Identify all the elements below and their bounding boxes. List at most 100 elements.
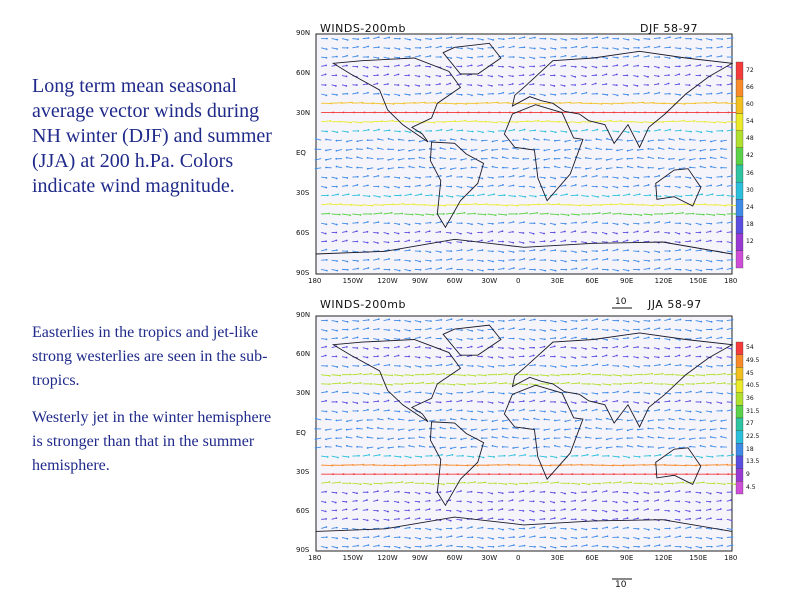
wind-vector-head — [512, 356, 514, 359]
wind-vector-head — [401, 383, 404, 386]
wind-vector-head — [388, 329, 391, 332]
wind-vector — [477, 481, 486, 484]
wind-vector-head — [678, 232, 681, 235]
map-canvas-jja — [314, 307, 744, 580]
wind-vector — [497, 46, 504, 49]
wind-vector-head — [709, 64, 712, 67]
wind-vector — [513, 157, 519, 160]
wind-vector-head — [709, 156, 712, 159]
wind-vector — [643, 328, 650, 330]
wind-vector-head — [668, 92, 671, 95]
wind-vector — [518, 195, 526, 198]
wind-vector-head — [699, 139, 702, 142]
wind-vector — [643, 204, 654, 207]
wind-vector-head — [516, 121, 519, 123]
wind-vector — [533, 158, 540, 161]
wind-vector-head — [408, 401, 411, 403]
wind-vector-head — [596, 46, 599, 49]
wind-vector-head — [391, 119, 394, 122]
longitude-label: 60W — [446, 277, 463, 285]
wind-map-jja: WINDS-200mb JJA 58-97 10 10 90N 60N 30N EQ 3… — [290, 296, 792, 592]
wind-vector-head — [480, 501, 483, 504]
wind-vector-head — [630, 481, 633, 484]
wind-vector-head — [449, 158, 452, 160]
wind-vector — [695, 130, 702, 133]
wind-vector — [606, 418, 613, 421]
wind-vector-head — [346, 222, 349, 225]
wind-vector-head — [575, 129, 578, 132]
wind-vector-head — [574, 147, 577, 150]
wind-vector — [601, 535, 608, 538]
wind-vector-head — [440, 45, 442, 48]
wind-vector-head — [460, 241, 463, 244]
wind-vector-head — [720, 221, 723, 224]
wind-vector-head — [420, 193, 423, 196]
wind-vector-head — [474, 481, 476, 483]
longitude-label: 180 — [308, 554, 322, 562]
wind-vector-head — [554, 131, 557, 134]
wind-vector-head — [585, 536, 588, 538]
wind-vector-head — [502, 45, 505, 48]
wind-vector-head — [533, 57, 536, 60]
wind-vector-head — [484, 213, 487, 216]
wind-vector-head — [620, 202, 623, 205]
wind-vector — [705, 130, 712, 133]
wind-vector-head — [615, 501, 618, 504]
wind-vector-head — [326, 456, 329, 458]
wind-vector-head — [650, 213, 653, 216]
wind-vector — [492, 436, 499, 439]
wind-vector-head — [408, 139, 411, 142]
wind-vector-head — [512, 491, 515, 494]
coastline-north-america — [331, 57, 462, 143]
wind-vector-head — [523, 267, 526, 270]
map-frame — [315, 315, 733, 552]
wind-vector — [549, 259, 556, 262]
wind-vector-head — [349, 214, 352, 217]
wind-vector — [373, 212, 382, 215]
wind-vector-head — [502, 240, 504, 243]
wind-vector-head — [564, 336, 567, 339]
colorbar-swatch — [735, 147, 744, 166]
wind-vector-head — [701, 456, 703, 459]
wind-vector — [612, 481, 621, 484]
wind-vector-head — [450, 400, 452, 403]
wind-vector-head — [710, 250, 713, 253]
wind-vector — [653, 327, 660, 330]
wind-vector — [445, 454, 453, 457]
wind-vector — [700, 139, 707, 142]
wind-vector-head — [345, 239, 348, 242]
wind-vector-head — [595, 158, 598, 161]
wind-vector-head — [470, 445, 473, 448]
wind-vector-head — [595, 147, 598, 150]
wind-vector-head — [585, 337, 588, 340]
wind-vector-head — [699, 355, 702, 358]
wind-vector-head — [669, 544, 671, 547]
wind-vector-head — [658, 267, 661, 269]
wind-vector-head — [335, 509, 338, 512]
wind-vector-head — [471, 37, 474, 40]
wind-vector-head — [626, 419, 629, 422]
wind-vector-head — [357, 260, 359, 262]
wind-vector-head — [606, 47, 609, 50]
wind-vector-head — [460, 535, 463, 538]
wind-vector-head — [346, 54, 349, 57]
wind-vector-head — [658, 318, 661, 321]
coastline-antarctica — [315, 516, 733, 532]
wind-vector-head — [481, 260, 484, 262]
wind-vector-head — [412, 203, 415, 205]
wind-vector-head — [627, 48, 630, 50]
wind-vector-head — [637, 420, 640, 423]
longitude-label: 30W — [481, 554, 498, 562]
wind-vector — [529, 374, 538, 376]
wind-vector-head — [564, 402, 567, 404]
wind-vectors — [314, 36, 740, 272]
wind-vector-head — [668, 138, 671, 140]
wind-vector — [560, 537, 566, 540]
wind-vector-head — [585, 348, 587, 350]
wind-vector-head — [554, 260, 557, 262]
wind-vector — [404, 391, 411, 394]
wind-vector-head — [345, 444, 348, 447]
wind-vector — [414, 193, 422, 196]
wind-vector-head — [703, 481, 705, 484]
wind-vector — [404, 320, 411, 323]
